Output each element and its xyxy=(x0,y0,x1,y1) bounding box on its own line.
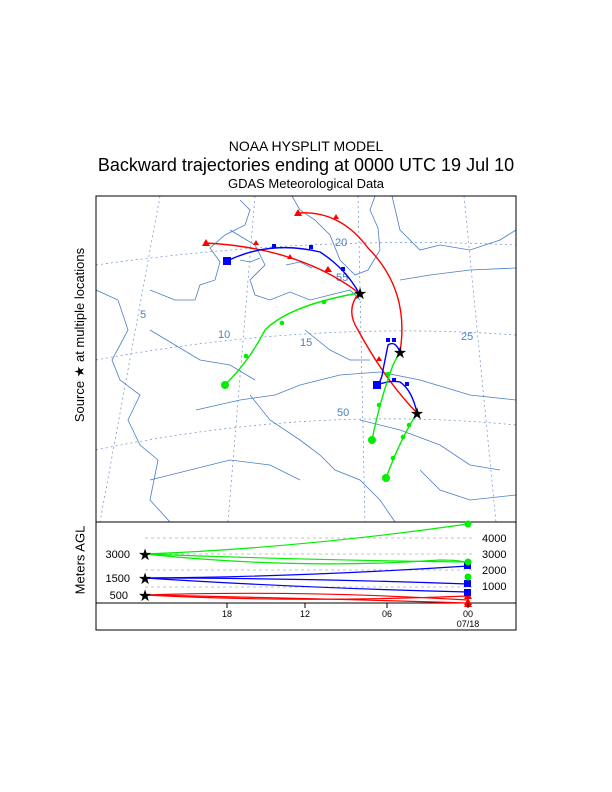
green-trajectories xyxy=(224,292,418,479)
blue-trajectories xyxy=(226,246,418,414)
level-label-500: 500 xyxy=(110,590,128,602)
green-start-circle-icon xyxy=(464,558,472,566)
green-circle-marker-icon xyxy=(279,320,285,326)
green-markers xyxy=(221,299,412,482)
time-ticks xyxy=(226,603,469,608)
red-triangle-marker-icon xyxy=(333,214,339,219)
level-label-3000: 3000 xyxy=(106,549,130,561)
model-name: NOAA HYSPLIT MODEL xyxy=(228,138,384,154)
map-panel: 5 10 15 20 25 55 50 xyxy=(95,195,517,523)
axis-label-3000: 3000 xyxy=(482,549,506,561)
green-start-circle-icon xyxy=(368,436,376,444)
red-triangle-marker-icon xyxy=(287,254,293,259)
source-star-icon: ★ xyxy=(138,586,152,605)
time-label-00: 00 xyxy=(463,609,473,619)
source-star-icon: ★ xyxy=(138,545,152,564)
source-star-icon: ★ xyxy=(393,343,407,362)
blue-height-markers xyxy=(464,562,471,596)
green-circle-marker-icon xyxy=(243,353,249,359)
coastlines xyxy=(96,196,516,522)
blue-markers xyxy=(223,244,409,389)
green-circle-marker-icon xyxy=(406,422,412,428)
height-panel: ★ ★ ★ 3000 1500 500 4000 3000 2000 1000 … xyxy=(95,520,517,631)
lat-label-55: 55 xyxy=(336,272,348,284)
green-start-circle-icon xyxy=(382,474,390,482)
map-background: 5 10 15 20 25 55 50 xyxy=(96,196,516,522)
green-start-circle-icon xyxy=(221,381,229,389)
blue-square-marker-icon xyxy=(272,244,276,248)
blue-square-marker-icon xyxy=(341,267,345,271)
blue-square-marker-icon xyxy=(386,338,390,342)
lon-label-15: 15 xyxy=(300,337,312,349)
blue-square-marker-icon xyxy=(392,378,396,382)
time-label-18: 18 xyxy=(222,609,232,619)
green-start-circle-icon xyxy=(464,573,472,581)
red-start-triangle-icon xyxy=(202,239,210,246)
green-height-profiles xyxy=(144,523,469,565)
green-circle-marker-icon xyxy=(376,402,382,408)
lat-label-50: 50 xyxy=(337,407,349,419)
left-level-labels: 3000 1500 500 xyxy=(106,549,130,602)
time-label-06: 06 xyxy=(382,609,392,619)
red-start-triangle-icon xyxy=(294,209,302,216)
blue-start-square-icon xyxy=(373,381,381,389)
red-triangle-marker-icon xyxy=(253,240,259,245)
blue-start-square-icon xyxy=(464,580,471,587)
data-source: GDAS Meteorological Data xyxy=(227,176,385,191)
source-star-icon: ★ xyxy=(410,404,424,423)
lon-label-5: 5 xyxy=(140,309,146,321)
green-height-markers xyxy=(464,520,472,581)
source-star-icon: ★ xyxy=(138,569,152,588)
chart-title: Backward trajectories ending at 0000 UTC… xyxy=(97,155,515,175)
height-frame xyxy=(95,521,517,631)
lon-label-10: 10 xyxy=(218,329,230,341)
blue-square-marker-icon xyxy=(309,245,313,249)
date-label: 07/18 xyxy=(457,619,480,629)
source-star-icon: ★ xyxy=(353,284,367,303)
red-triangle-marker-icon xyxy=(324,266,332,272)
blue-start-square-icon xyxy=(464,589,471,596)
height-source-stars: ★ ★ ★ xyxy=(138,545,152,605)
green-circle-marker-icon xyxy=(385,371,391,377)
green-circle-marker-icon xyxy=(390,455,396,461)
blue-start-square-icon xyxy=(464,562,471,569)
red-height-profiles xyxy=(144,592,469,604)
lon-label-20: 20 xyxy=(335,237,347,249)
axis-label-4000: 4000 xyxy=(482,533,506,545)
red-triangle-marker-icon xyxy=(376,356,382,361)
red-markers xyxy=(202,209,382,361)
green-circle-marker-icon xyxy=(321,299,327,305)
axis-label-1000: 1000 xyxy=(482,581,506,593)
green-start-circle-icon xyxy=(464,520,472,528)
blue-square-marker-icon xyxy=(392,338,396,342)
grid-labels: 5 10 15 20 25 55 50 xyxy=(140,237,473,419)
blue-height-profiles xyxy=(144,565,469,593)
right-level-labels: 4000 3000 2000 1000 xyxy=(482,533,506,593)
green-circle-marker-icon xyxy=(400,434,406,440)
time-labels: 18 12 06 00 07/18 xyxy=(222,609,479,629)
axis-label-2000: 2000 xyxy=(482,565,506,577)
graticule xyxy=(96,196,516,522)
blue-square-marker-icon xyxy=(405,382,409,386)
time-label-12: 12 xyxy=(300,609,310,619)
lon-label-25: 25 xyxy=(461,331,473,343)
source-stars: ★ ★ ★ xyxy=(353,284,424,423)
level-label-1500: 1500 xyxy=(106,573,130,585)
blue-start-square-icon xyxy=(223,257,231,265)
